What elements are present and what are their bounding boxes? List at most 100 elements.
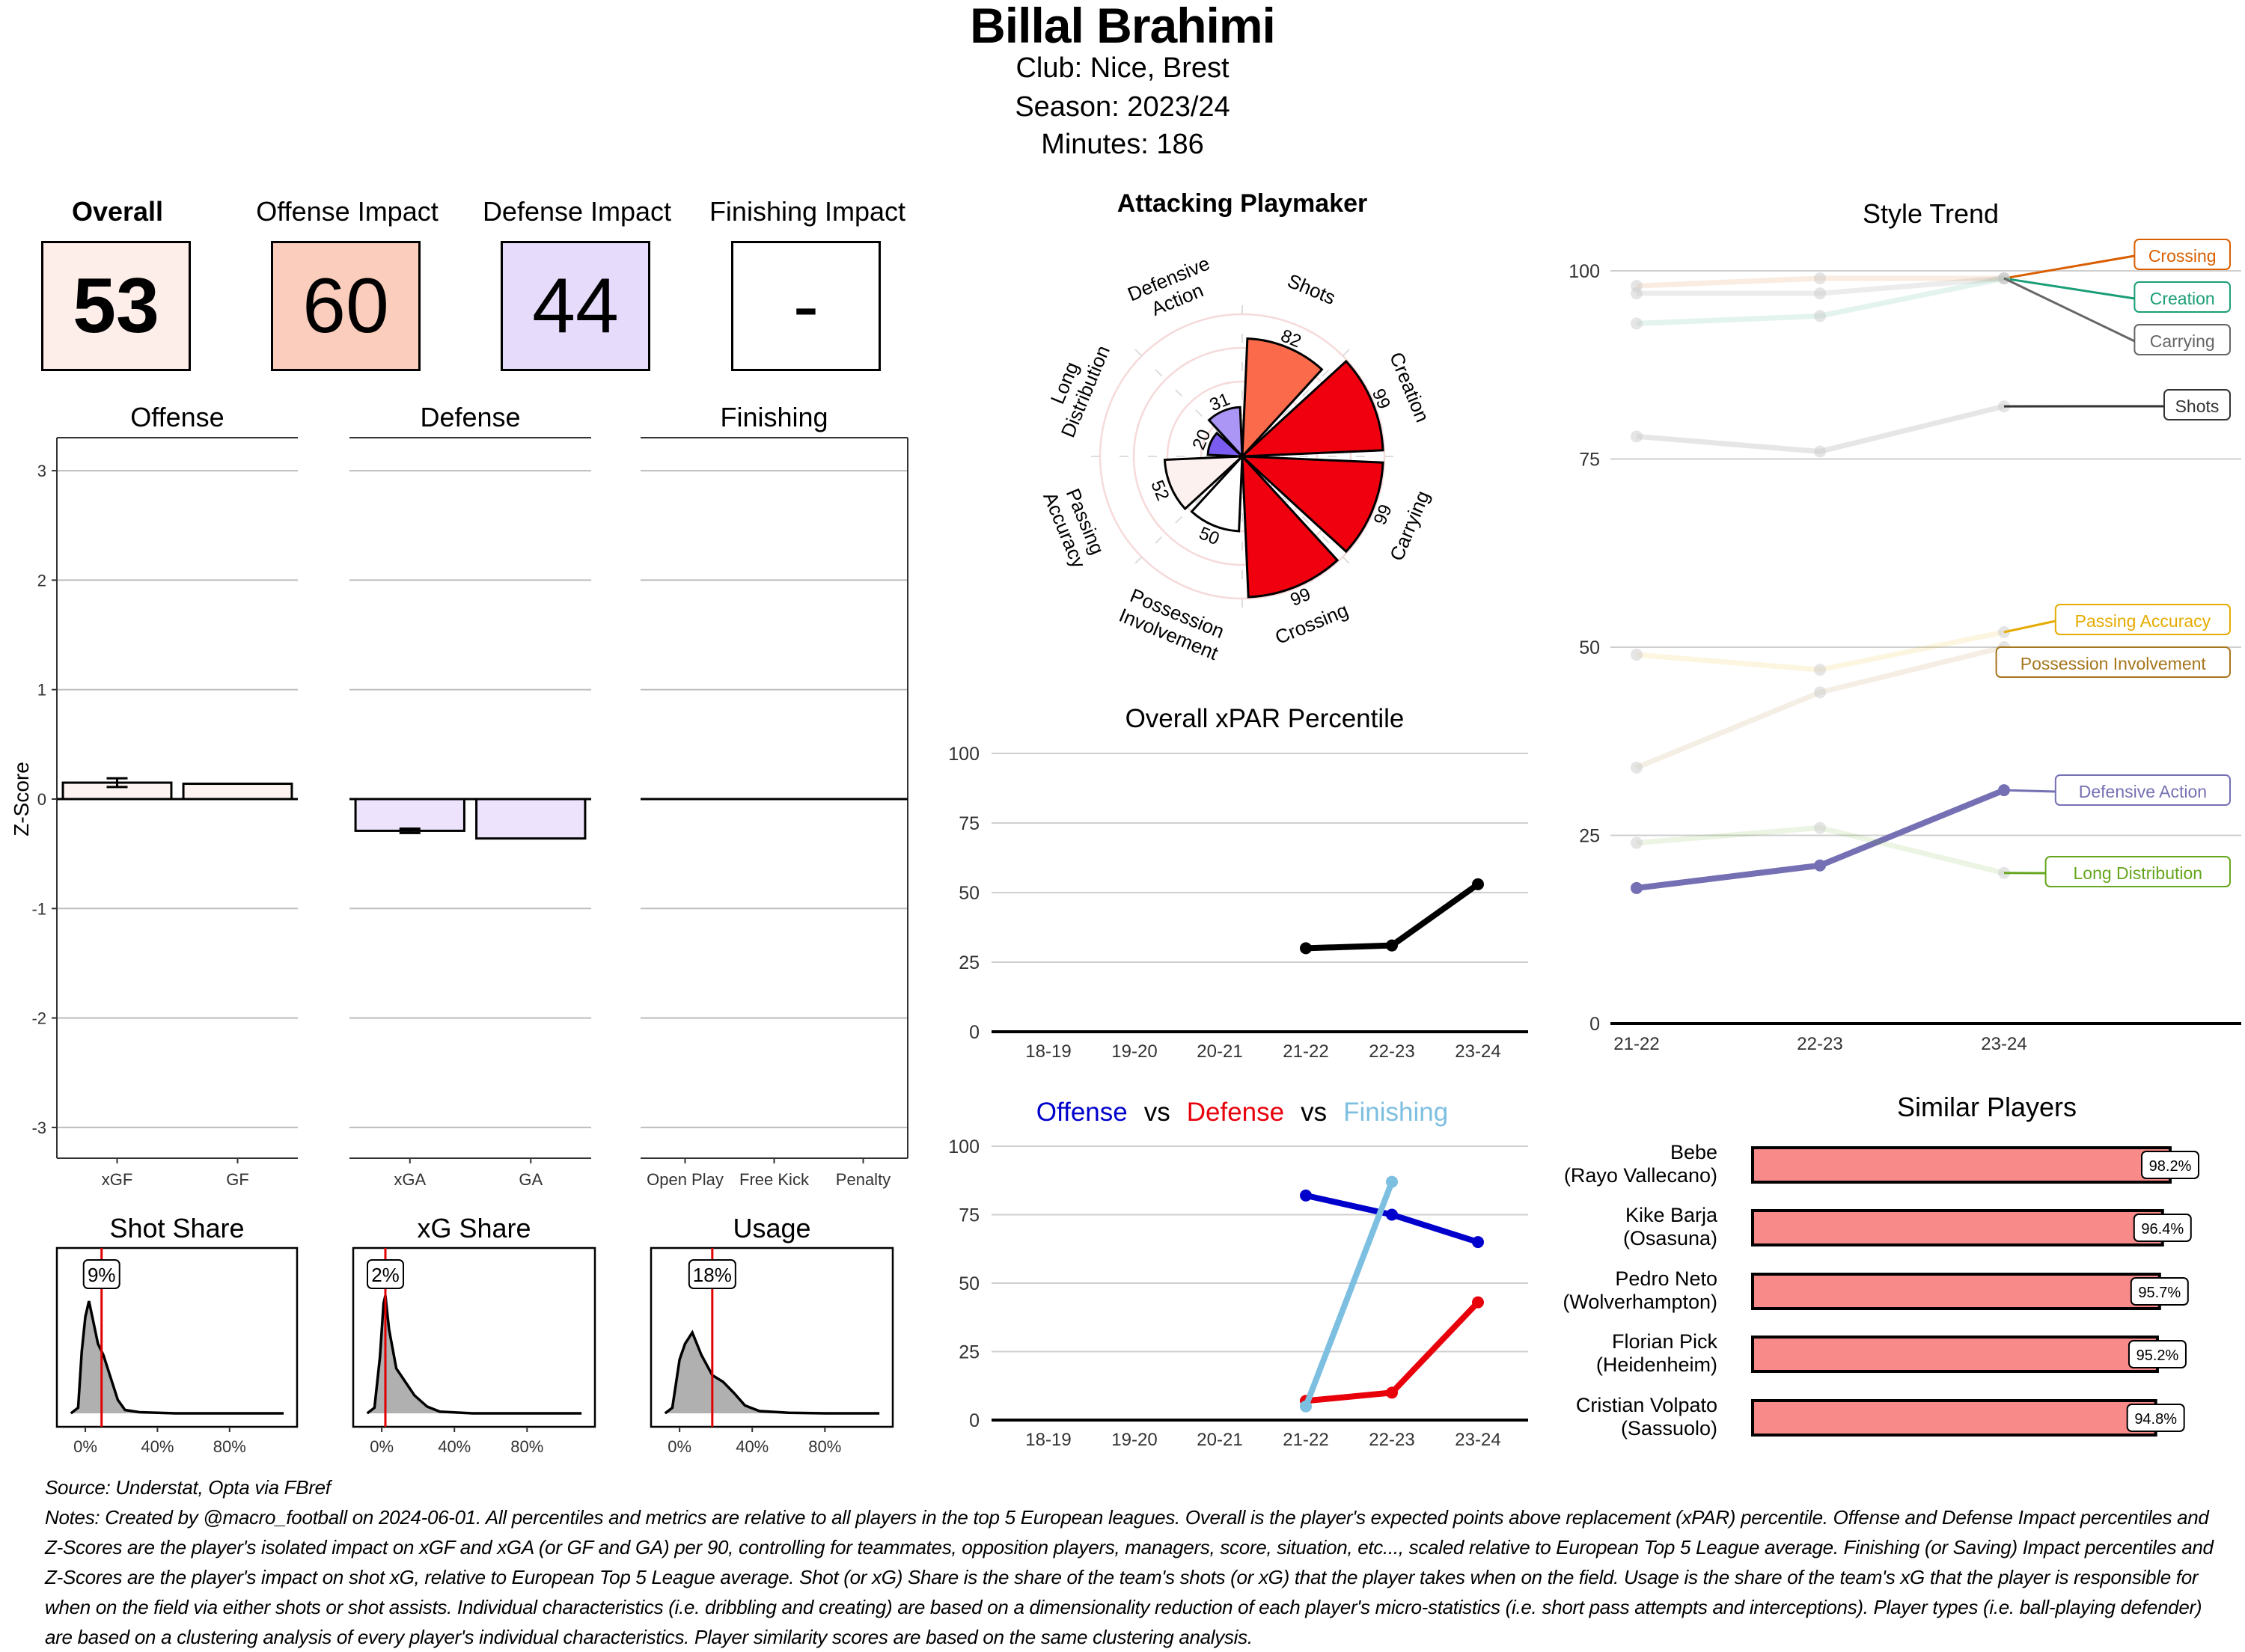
data-point (1814, 287, 1826, 299)
x-tick-label: 0% (370, 1437, 394, 1456)
data-point (1472, 1236, 1484, 1248)
x-tick-label: 40% (141, 1437, 174, 1456)
x-tick-label: xGA (394, 1170, 426, 1189)
y-tick-label: 100 (948, 1136, 980, 1157)
panel-title: Finishing (720, 402, 828, 432)
chart-title: Overall xPAR Percentile (1125, 704, 1405, 733)
y-tick-label: 50 (959, 883, 980, 904)
source-text: Source: Understat, Opta via FBref (45, 1472, 2230, 1502)
similar-player-name: Kike Barja(Osasuna) (1623, 1204, 1717, 1250)
y-tick-label: 25 (959, 1342, 980, 1363)
data-point (1631, 649, 1643, 661)
x-tick-label: 23-24 (1455, 1041, 1500, 1062)
player-club: (Wolverhampton) (1563, 1291, 1717, 1314)
polar-category-label-line: Carrying (1385, 487, 1434, 563)
x-tick-label: 22-23 (1369, 1430, 1414, 1450)
x-tick-label: 20-21 (1197, 1430, 1242, 1450)
x-tick-label: 18-19 (1025, 1041, 1071, 1062)
x-tick-label: Open Play (647, 1170, 724, 1189)
x-tick-label: 21-22 (1283, 1041, 1328, 1062)
player-club: (Heidenheim) (1596, 1353, 1717, 1377)
y-tick-label: 0 (969, 1022, 980, 1043)
data-point (1300, 942, 1312, 954)
player-name: Bebe (1564, 1141, 1717, 1164)
x-tick-label: GF (226, 1170, 249, 1189)
similarity-bar (1753, 1401, 2156, 1435)
series-label: Shots (2175, 397, 2220, 416)
series-label: Long Distribution (2073, 863, 2202, 883)
x-tick-label: Penalty (836, 1170, 891, 1189)
similar-player-name: Bebe(Rayo Vallecano) (1564, 1141, 1717, 1187)
x-tick-label: 19-20 (1111, 1430, 1157, 1450)
series-label: Passing Accuracy (2075, 611, 2211, 631)
series-overall (1300, 878, 1484, 955)
x-tick-label: 80% (510, 1437, 543, 1456)
series-line (1637, 406, 2004, 451)
similarity-bar (1753, 1148, 2170, 1182)
data-point (1472, 1297, 1484, 1309)
title-part-offense: Offense (1036, 1098, 1128, 1127)
x-tick-label: 22-23 (1797, 1034, 1842, 1054)
zscore-panel-defense: Defense xGA GA (349, 402, 591, 1189)
label-connector (2004, 790, 2056, 792)
similar-player-name: Pedro Neto(Wolverhampton) (1563, 1267, 1717, 1314)
y-tick-label: 50 (959, 1273, 980, 1294)
data-point (1386, 940, 1398, 952)
data-point (1631, 882, 1643, 894)
x-tick-label: 22-23 (1369, 1041, 1414, 1062)
data-point (1300, 1190, 1312, 1202)
density-area (367, 1296, 581, 1414)
notes-text: Notes: Created by @macro_football on 202… (45, 1502, 2230, 1652)
data-point (1814, 310, 1826, 322)
player-name: Kike Barja (1623, 1204, 1717, 1227)
x-tick-label: 23-24 (1981, 1034, 2026, 1054)
similarity-bar (1753, 1211, 2163, 1245)
polar-category-label-line: Crossing (1271, 599, 1351, 649)
y-tick-label: 0 (37, 790, 46, 809)
player-club: (Rayo Vallecano) (1564, 1164, 1717, 1187)
y-tick-label: 1 (37, 681, 46, 700)
similarity-label: 94.8% (2134, 1411, 2177, 1428)
panel-title: xG Share (417, 1213, 531, 1243)
similar-player-row: 98.2% (1753, 1148, 2199, 1182)
similar-player-row: 96.4% (1753, 1211, 2191, 1245)
polar-category-label: PassingAccuracy (1039, 480, 1111, 572)
y-tick-label: 0 (1589, 1014, 1600, 1035)
panel-title: Defense (420, 402, 520, 432)
series-label: Creation (2150, 289, 2215, 308)
y-tick-label: 50 (1579, 637, 1600, 658)
data-point (1386, 1209, 1398, 1221)
data-point (1814, 445, 1826, 457)
polar-category-label: DefensiveAction (1124, 252, 1221, 327)
y-axis-label: Z-Score (10, 762, 33, 836)
y-tick-label: 100 (948, 744, 980, 765)
footer-notes: Source: Understat, Opta via FBref Notes:… (45, 1472, 2230, 1652)
similarity-label: 98.2% (2149, 1158, 2192, 1175)
data-point (1814, 686, 1826, 698)
y-tick-label: 25 (1579, 826, 1600, 847)
similar-player-row: 95.7% (1753, 1274, 2188, 1309)
panel-title: Usage (733, 1213, 810, 1243)
chart-title: Similar Players (1897, 1092, 2077, 1122)
x-tick-label: GA (519, 1170, 543, 1189)
data-point (1472, 878, 1484, 890)
x-tick-label: 40% (736, 1437, 769, 1456)
title-part-finishing: Finishing (1343, 1098, 1448, 1127)
data-point (1386, 1176, 1398, 1188)
data-point (1631, 430, 1643, 442)
player-name: Florian Pick (1596, 1330, 1717, 1353)
player-name: Cristian Volpato (1576, 1394, 1717, 1417)
y-tick-label: 25 (959, 952, 980, 973)
y-tick-label: 0 (969, 1410, 980, 1431)
series-line (1306, 884, 1478, 949)
title-part-defense: Defense (1187, 1098, 1284, 1127)
data-point (1814, 272, 1826, 284)
label-connector (2004, 256, 2134, 278)
player-club: (Osasuna) (1623, 1227, 1717, 1250)
similarity-label: 95.7% (2138, 1285, 2181, 1301)
x-tick-label: 23-24 (1455, 1430, 1500, 1450)
